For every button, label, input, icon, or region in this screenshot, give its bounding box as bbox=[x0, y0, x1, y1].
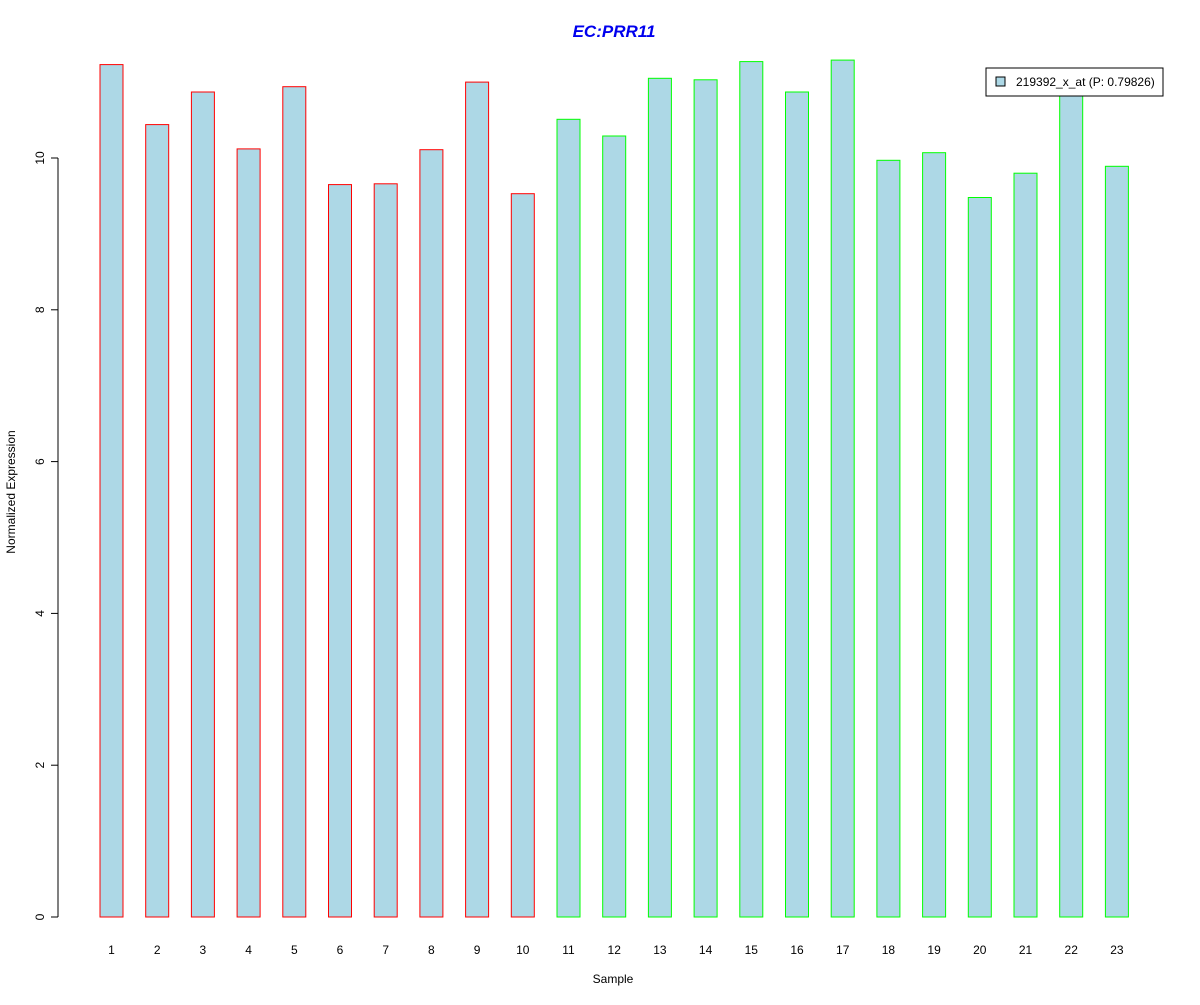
x-tick-label: 14 bbox=[699, 943, 713, 957]
bar-sample-6 bbox=[328, 184, 352, 918]
bar-sample-22 bbox=[1059, 93, 1084, 918]
bar-sample-1 bbox=[99, 64, 124, 918]
bar-sample-12 bbox=[602, 135, 627, 918]
x-tick-label: 4 bbox=[245, 943, 252, 957]
y-axis-title: Normalized Expression bbox=[4, 430, 18, 553]
bar-sample-8 bbox=[419, 149, 444, 918]
x-tick-label: 21 bbox=[1019, 943, 1033, 957]
bars-group bbox=[99, 59, 1129, 918]
legend-swatch bbox=[995, 76, 1006, 87]
bar-sample-7 bbox=[373, 183, 398, 918]
x-tick-label: 16 bbox=[790, 943, 804, 957]
x-axis-title: Sample bbox=[593, 972, 634, 986]
x-tick-label: 5 bbox=[291, 943, 298, 957]
x-tick-label: 11 bbox=[562, 943, 575, 957]
x-tick-label: 1 bbox=[108, 943, 115, 957]
bar-sample-9 bbox=[465, 81, 490, 918]
x-tick-label: 19 bbox=[927, 943, 941, 957]
bar-sample-2 bbox=[145, 124, 170, 918]
y-tick-label: 6 bbox=[33, 458, 47, 465]
x-tick-label: 17 bbox=[836, 943, 850, 957]
x-tick-label: 13 bbox=[653, 943, 667, 957]
x-tick-label: 7 bbox=[382, 943, 389, 957]
bar-sample-21 bbox=[1013, 172, 1038, 918]
x-tick-label: 9 bbox=[474, 943, 481, 957]
x-tick-label: 22 bbox=[1065, 943, 1079, 957]
bar-sample-14 bbox=[693, 79, 718, 918]
bar-sample-5 bbox=[282, 86, 307, 918]
x-tick-label: 8 bbox=[428, 943, 435, 957]
bar-sample-10 bbox=[510, 193, 535, 918]
bar-sample-3 bbox=[190, 91, 215, 918]
x-tick-labels: 1 2 3 4 5 6 7 8 9 10 11 12 13 14 15 16 17 18 19 20 21 22 23 bbox=[108, 943, 1124, 957]
legend: 219392_x_at (P: 0.79826) bbox=[985, 67, 1164, 97]
bar-sample-19 bbox=[922, 152, 947, 918]
x-tick-label: 6 bbox=[337, 943, 344, 957]
bar-sample-16 bbox=[785, 91, 809, 918]
y-tick-label: 4 bbox=[33, 610, 47, 617]
bar-sample-4 bbox=[236, 148, 261, 918]
y-axis: 0 2 4 6 8 10 bbox=[33, 151, 59, 920]
x-tick-label: 2 bbox=[154, 943, 161, 957]
legend-label: 219392_x_at (P: 0.79826) bbox=[1016, 75, 1155, 89]
x-tick-label: 3 bbox=[200, 943, 207, 957]
bar-sample-23 bbox=[1104, 165, 1129, 918]
bar-sample-18 bbox=[876, 159, 901, 918]
x-tick-label: 18 bbox=[882, 943, 896, 957]
bar-sample-20 bbox=[967, 197, 992, 918]
x-tick-label: 10 bbox=[516, 943, 530, 957]
y-tick-label: 8 bbox=[33, 306, 47, 313]
x-tick-label: 20 bbox=[973, 943, 987, 957]
x-tick-label: 23 bbox=[1110, 943, 1124, 957]
y-tick-label: 0 bbox=[33, 913, 47, 920]
bar-sample-13 bbox=[647, 77, 672, 918]
y-tick-label: 10 bbox=[33, 151, 47, 165]
bar-sample-15 bbox=[739, 61, 764, 918]
legend-box bbox=[985, 67, 1164, 97]
chart-title: EC:PRR11 bbox=[573, 22, 656, 41]
x-tick-label: 15 bbox=[745, 943, 759, 957]
y-tick-label: 2 bbox=[33, 762, 47, 769]
bar-sample-17 bbox=[830, 59, 855, 918]
x-tick-label: 12 bbox=[608, 943, 622, 957]
bar-sample-11 bbox=[556, 118, 581, 918]
